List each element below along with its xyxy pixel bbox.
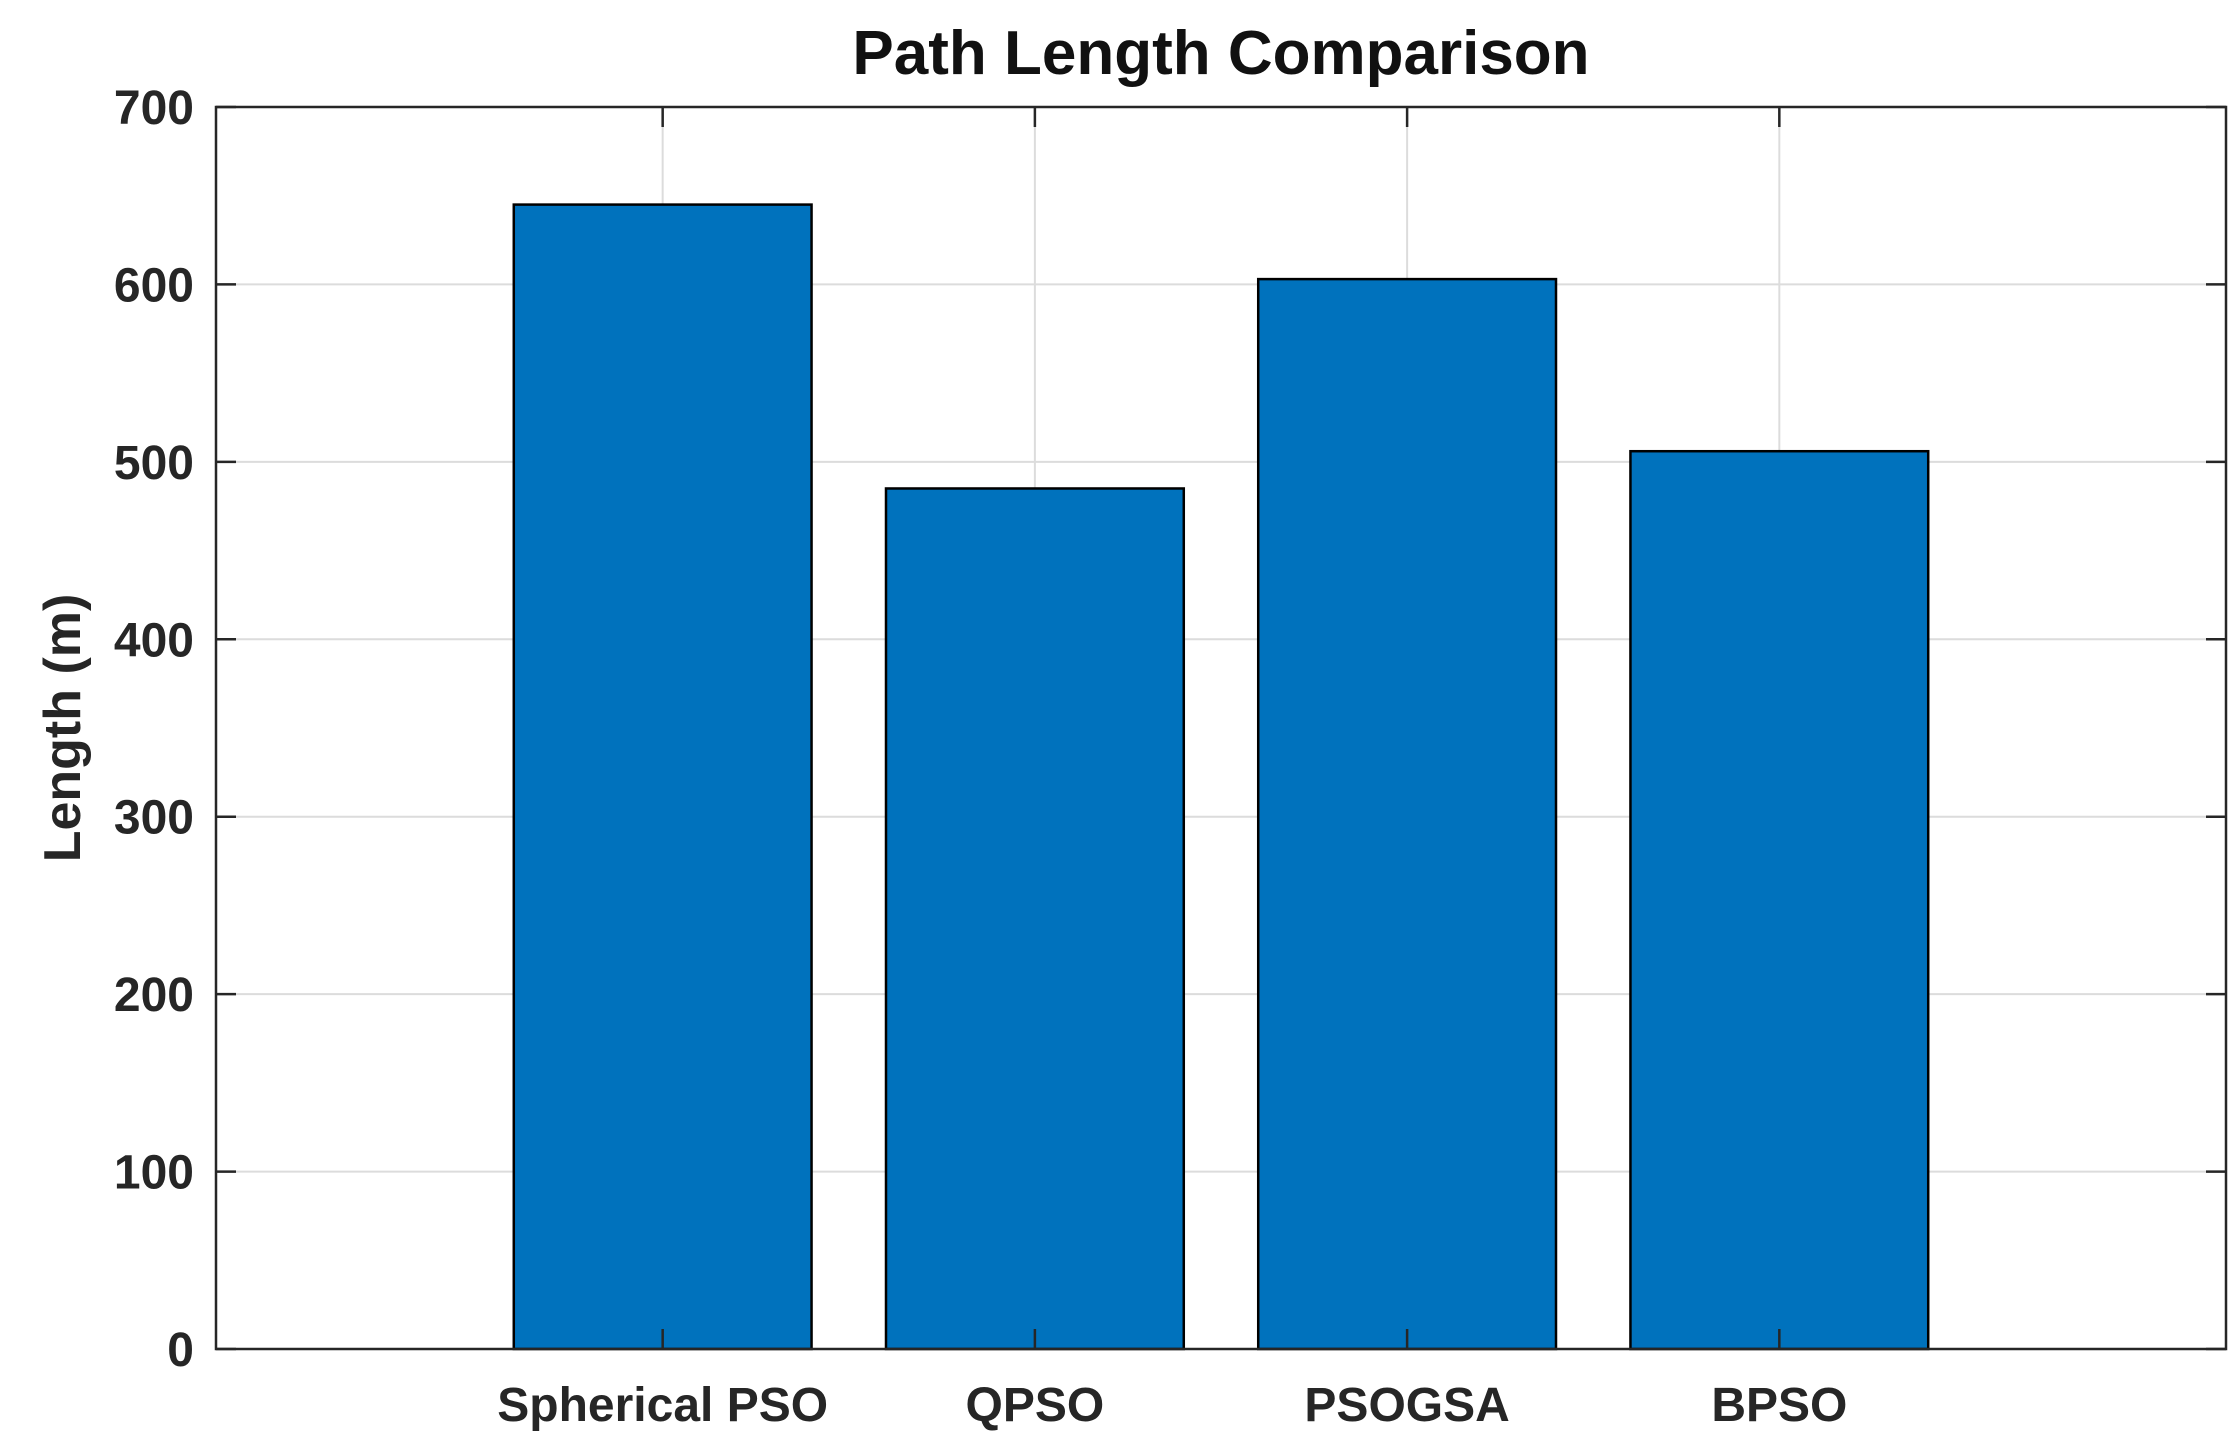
y-tick-label: 400: [114, 614, 194, 667]
x-tick-labels: Spherical PSO QPSO PSOGSA BPSO: [497, 1379, 1847, 1432]
plot-area: [214, 105, 2228, 1351]
x-tick-label: Spherical PSO: [497, 1379, 828, 1432]
x-tick-label: PSOGSA: [1304, 1379, 1509, 1432]
y-tick-labels: 0 100 200 300 400 500 600 700: [114, 82, 194, 1377]
bar-spherical-pso: [512, 203, 813, 1351]
y-tick-label: 200: [114, 969, 194, 1022]
y-axis-label: Length (m): [34, 594, 92, 863]
y-tick-label: 0: [167, 1324, 194, 1377]
y-tick-label: 500: [114, 437, 194, 490]
x-tick-label: BPSO: [1711, 1379, 1847, 1432]
bar-qpso: [884, 487, 1186, 1351]
y-tick-label: 100: [114, 1147, 194, 1200]
y-tick-label: 300: [114, 792, 194, 845]
y-tick-label: 600: [114, 259, 194, 312]
y-tick-label: 700: [114, 82, 194, 135]
x-tick-label: QPSO: [966, 1379, 1105, 1432]
chart-title: Path Length Comparison: [852, 19, 1589, 88]
bar-bpso: [1629, 449, 1930, 1351]
